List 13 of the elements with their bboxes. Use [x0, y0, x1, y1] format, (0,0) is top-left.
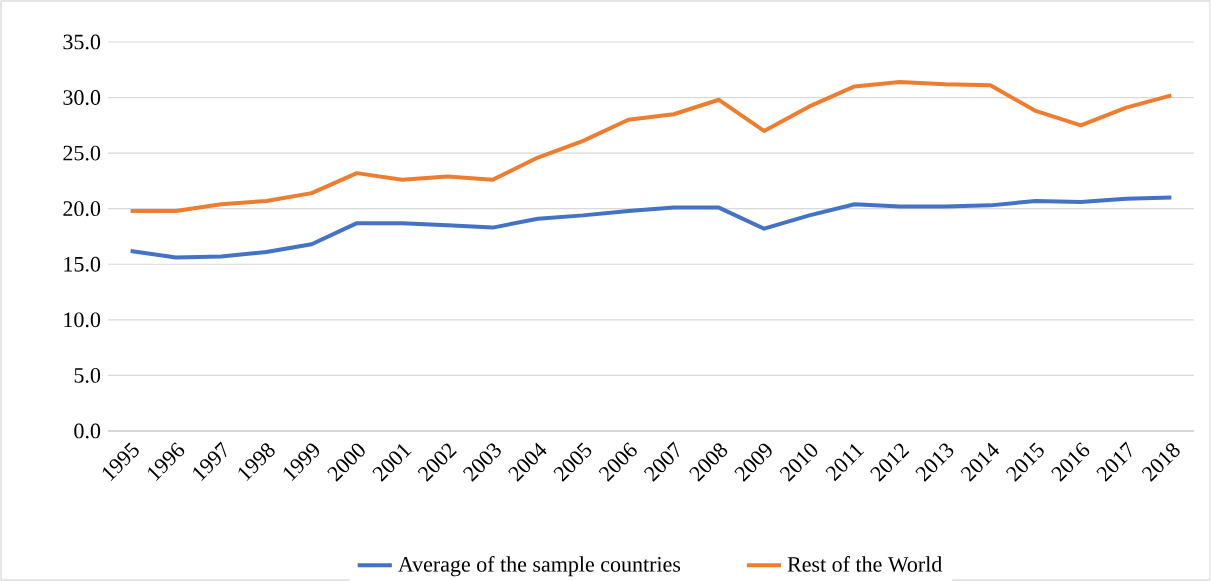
y-tick-label: 20.0: [63, 201, 101, 217]
legend-label: Rest of the World: [787, 556, 943, 572]
x-tick-label: 2011: [825, 444, 865, 482]
y-tick-label: 35.0: [63, 34, 101, 50]
y-tick-label: 30.0: [63, 90, 101, 106]
y-tick-label: 10.0: [64, 312, 101, 328]
y-tick-label: 0.0: [74, 423, 101, 439]
line-series: [128, 80, 1174, 213]
line-series: [128, 195, 1174, 260]
legend-label: Average of the sample countries: [398, 556, 681, 577]
y-tick-label: 5.0: [74, 367, 101, 383]
y-tick-label: 15.0: [64, 256, 101, 272]
y-tick-label: 25.0: [63, 145, 101, 161]
